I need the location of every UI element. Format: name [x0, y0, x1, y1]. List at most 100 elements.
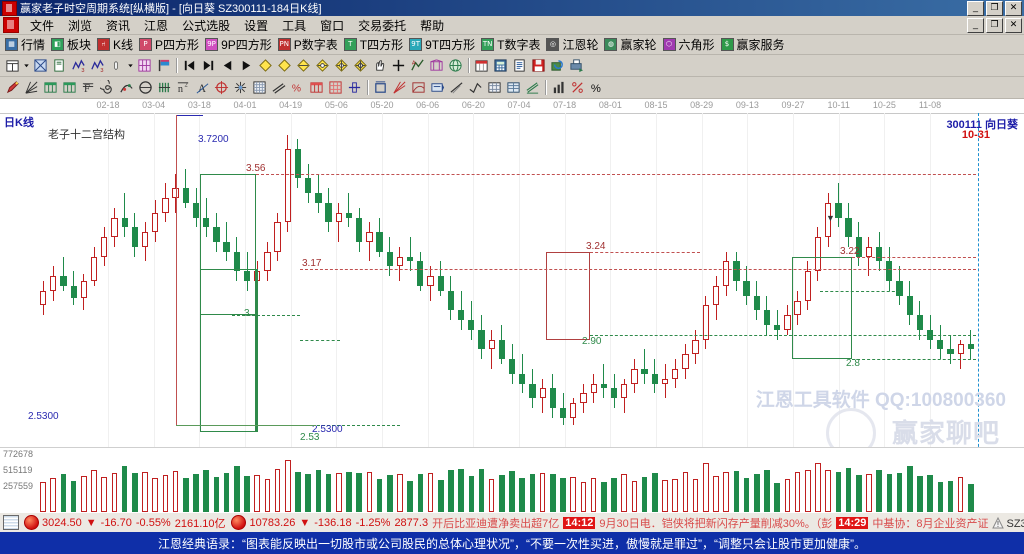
menu-item-gann[interactable]: 江恩 — [144, 18, 169, 33]
square-grid-icon[interactable] — [250, 79, 268, 96]
channel-icon[interactable] — [269, 79, 287, 96]
toolbar-button-hexagon[interactable]: ⬡ 六角形 — [661, 36, 719, 53]
step-back-icon[interactable] — [218, 57, 236, 74]
first-page-icon[interactable] — [180, 57, 198, 74]
minimize-button[interactable]: _ — [967, 0, 984, 16]
price-box-red-icon[interactable] — [307, 79, 325, 96]
print-send-icon[interactable] — [567, 57, 585, 74]
menu-item-formula-screen[interactable]: 公式选股 — [182, 18, 231, 33]
wave-count-icon[interactable]: 3 — [69, 57, 87, 74]
last-page-icon[interactable] — [199, 57, 217, 74]
save-disk-icon[interactable] — [529, 57, 547, 74]
diamond-yellow-6-icon[interactable] — [351, 57, 369, 74]
ray-line-icon[interactable] — [447, 79, 465, 96]
toolbar-button-candlestick[interactable]: ⑁ K线 — [95, 36, 137, 53]
hline-marker-icon[interactable] — [345, 79, 363, 96]
fan-lines-icon[interactable] — [390, 79, 408, 96]
crosshair-net-icon[interactable] — [31, 57, 49, 74]
toolbar-button-sector-blocks[interactable]: ◧ 板块 — [49, 36, 95, 53]
chart-canvas[interactable]: 02-18 03-04 03-18 04-01 04-19 05-06 05-20 06-06… — [0, 99, 1024, 512]
news-headline-3[interactable]: 中基协：8月企业资产证 — [872, 517, 989, 530]
percent-tool-icon[interactable] — [568, 79, 586, 96]
rect-tool-icon[interactable] — [371, 79, 389, 96]
close-button[interactable]: ✕ — [1005, 0, 1022, 16]
index1-change: -16.70 — [100, 516, 132, 529]
circle-cycle-icon[interactable] — [136, 79, 154, 96]
diamond-yellow-4-icon[interactable] — [313, 57, 331, 74]
step-forward-icon[interactable] — [237, 57, 255, 74]
notes-icon[interactable] — [510, 57, 528, 74]
flag-note-icon[interactable] — [428, 79, 446, 96]
crosshair-plus-icon[interactable] — [389, 57, 407, 74]
news-headline-1[interactable]: 开后比亚迪遭净卖出超7亿 — [432, 517, 560, 530]
target-circle-icon[interactable] — [212, 79, 230, 96]
menu-item-help[interactable]: 帮助 — [420, 18, 445, 33]
diamond-yellow-1-icon[interactable] — [256, 57, 274, 74]
toolbar-button-winner-wheel[interactable]: ◍ 赢家轮 — [602, 36, 660, 53]
menu-item-settings[interactable]: 设置 — [244, 18, 269, 33]
hand-pan-icon[interactable] — [370, 57, 388, 74]
menu-item-tools[interactable]: 工具 — [282, 18, 307, 33]
toolbar-button-t-square[interactable]: T T四方形 — [342, 36, 407, 53]
mdi-close-button[interactable]: ✕ — [1005, 17, 1022, 33]
diamond-yellow-5-icon[interactable] — [332, 57, 350, 74]
pill-marker-icon[interactable] — [107, 57, 125, 74]
toolbar-button-quote-grid[interactable]: ▦ 行情 — [3, 36, 49, 53]
gann-fan-icon[interactable] — [22, 79, 40, 96]
toolbar-button-t9-square[interactable]: 9T 9T四方形 — [407, 36, 479, 53]
matrix-red-icon[interactable] — [326, 79, 344, 96]
symbol-code-field[interactable]: SZ399001,深证成指 — [1006, 517, 1024, 530]
parallel-lines-icon[interactable] — [523, 79, 541, 96]
svg-text:%: % — [291, 83, 300, 94]
gann-box-green-2-icon[interactable] — [60, 79, 78, 96]
toolbar-button-label: P四方形 — [155, 38, 200, 52]
news-headline-2[interactable]: 9月30日电．铠侠将把新闪存产量削减30%。（彭 — [599, 517, 833, 530]
star-burst-icon[interactable] — [231, 79, 249, 96]
menu-item-trading[interactable]: 交易委托 — [358, 18, 407, 33]
copy-page-icon[interactable] — [50, 57, 68, 74]
menu-item-window[interactable]: 窗口 — [320, 18, 345, 33]
dropdown-caret-icon[interactable] — [22, 57, 31, 74]
pen-draw-icon[interactable] — [3, 79, 21, 96]
calendar-period-icon[interactable] — [3, 57, 21, 74]
polyline-icon[interactable] — [466, 79, 484, 96]
toolbar-button-p-number-table[interactable]: PN P数字表 — [276, 36, 342, 53]
toolbar-button-t-number-table[interactable]: TN T数字表 — [479, 36, 544, 53]
bars-compare-icon[interactable] — [549, 79, 567, 96]
grid-table-icon[interactable] — [485, 79, 503, 96]
calculator-icon[interactable] — [491, 57, 509, 74]
retrace-box-icon[interactable] — [409, 79, 427, 96]
zigzag-line-icon[interactable]: A — [408, 57, 426, 74]
fibonacci-f-icon[interactable]: F — [79, 79, 97, 96]
refresh-link-icon[interactable] — [548, 57, 566, 74]
dropdown-caret-icon[interactable] — [126, 57, 135, 74]
menu-item-browse[interactable]: 浏览 — [68, 18, 93, 33]
globe-cycle-icon[interactable] — [446, 57, 464, 74]
calendar-red-icon[interactable] — [472, 57, 490, 74]
magnet-curve-icon[interactable] — [117, 79, 135, 96]
angle-a-icon[interactable]: A — [193, 79, 211, 96]
mdi-minimize-button[interactable]: _ — [967, 17, 984, 33]
percent-mark-icon[interactable]: % — [288, 79, 306, 96]
toolbar-button-gann-wheel[interactable]: ◎ 江恩轮 — [544, 36, 602, 53]
mdi-restore-button[interactable]: ❐ — [986, 17, 1003, 33]
toolbar-button-p9-square[interactable]: 9P 9P四方形 — [203, 36, 276, 53]
wave-count-alt-icon[interactable]: 3 — [88, 57, 106, 74]
menu-item-news[interactable]: 资讯 — [106, 18, 131, 33]
time-bars-icon[interactable] — [155, 79, 173, 96]
toolbar-button-p-square[interactable]: P P四方形 — [137, 36, 203, 53]
menu-item-file[interactable]: 文件 — [30, 18, 55, 33]
spiral-icon[interactable] — [98, 79, 116, 96]
gann-box-green-icon[interactable] — [41, 79, 59, 96]
diamond-yellow-2-icon[interactable] — [275, 57, 293, 74]
flag-color-icon[interactable] — [154, 57, 172, 74]
net-frame-icon[interactable] — [427, 57, 445, 74]
grid-overlay-icon[interactable] — [135, 57, 153, 74]
restore-button[interactable]: ❐ — [986, 0, 1003, 16]
percent-symbol-icon[interactable]: % — [587, 79, 605, 96]
table-calc-icon[interactable] — [504, 79, 522, 96]
toolbar-button-service-dollar[interactable]: $ 赢家服务 — [719, 36, 789, 53]
market-grid-icon[interactable] — [3, 515, 19, 530]
diamond-yellow-3-icon[interactable] — [294, 57, 312, 74]
